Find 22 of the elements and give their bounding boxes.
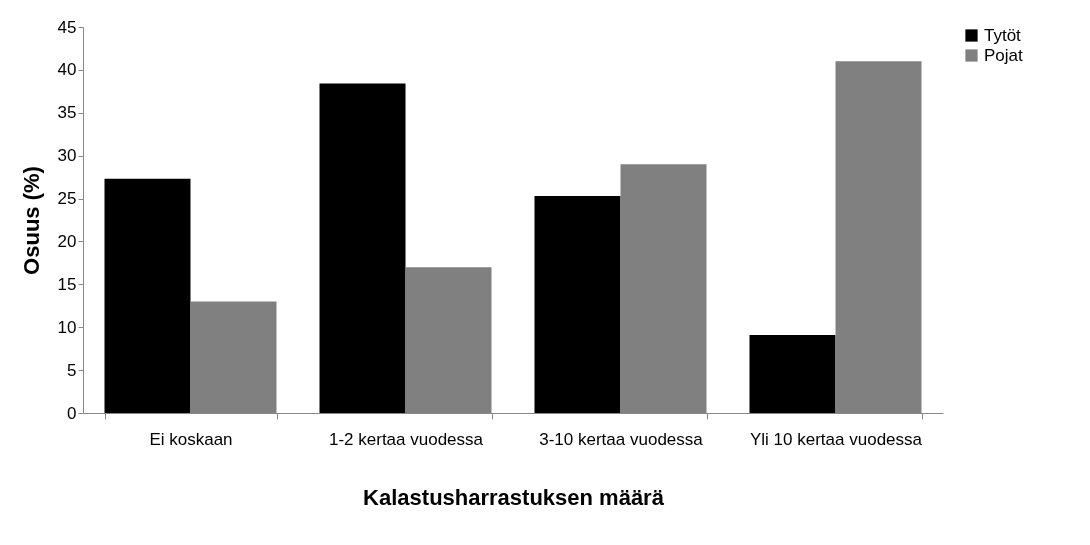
x-tick-label: Yli 10 kertaa vuodessa <box>750 429 923 449</box>
x-tick-label: 1-2 kertaa vuodessa <box>328 429 484 449</box>
y-tick-label: 10 <box>57 317 77 337</box>
y-tick-label: 45 <box>57 17 77 37</box>
y-tick-label: 5 <box>67 360 77 380</box>
y-tick-label: 20 <box>57 231 77 251</box>
bar <box>749 334 836 413</box>
x-axis-title: Kalastusharrastuksen määrä <box>363 484 665 510</box>
bar <box>319 83 406 413</box>
x-tick-label: Ei koskaan <box>149 429 233 449</box>
bar <box>534 195 621 413</box>
y-tick-label: 0 <box>67 403 77 423</box>
y-tick-label: 30 <box>57 146 77 166</box>
y-tick-label: 35 <box>57 103 77 123</box>
y-tick-label: 15 <box>57 274 77 294</box>
y-tick-label: 40 <box>57 60 77 80</box>
x-tick-label: 3-10 kertaa vuodessa <box>539 429 704 449</box>
y-axis-title: Osuus (%) <box>18 166 44 275</box>
legend-label: Pojat <box>984 45 1024 65</box>
legend-label: Tytöt <box>984 25 1022 45</box>
y-tick-label: 25 <box>57 189 77 209</box>
bar <box>104 178 191 413</box>
